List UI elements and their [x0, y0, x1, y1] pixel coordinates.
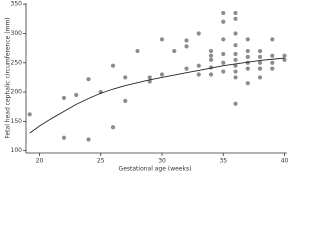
y-tick-label: 250	[11, 59, 23, 66]
point	[208, 53, 214, 58]
point	[196, 63, 201, 68]
point	[110, 63, 116, 68]
y-tick-label: 350	[11, 1, 23, 8]
point	[233, 69, 238, 74]
point	[270, 53, 275, 58]
point	[257, 60, 263, 65]
x-tick-label: 25	[97, 158, 105, 165]
point	[245, 37, 250, 42]
y-tick-label: 150	[11, 118, 23, 125]
chart: Gestational age (weeks) Fetal head cepha…	[5, 1, 289, 173]
point	[221, 10, 226, 16]
point	[282, 57, 287, 62]
point	[233, 31, 238, 36]
fit-line	[29, 57, 285, 134]
point	[74, 92, 79, 98]
point	[221, 69, 226, 74]
point	[233, 10, 238, 16]
point	[184, 38, 189, 43]
point	[245, 81, 250, 86]
point	[135, 48, 140, 54]
point	[270, 37, 275, 42]
point	[208, 57, 214, 62]
point	[123, 75, 128, 80]
point	[196, 72, 201, 77]
x-tick-label: 20	[36, 158, 44, 165]
point	[172, 48, 177, 54]
point	[208, 72, 214, 77]
point	[233, 16, 238, 21]
y-tick-label: 200	[11, 89, 23, 96]
point	[27, 112, 32, 117]
point	[233, 57, 238, 62]
point	[123, 98, 128, 103]
point	[257, 75, 263, 80]
point	[221, 19, 226, 24]
point	[61, 135, 67, 140]
point	[86, 137, 91, 142]
point	[221, 60, 226, 65]
point	[233, 63, 238, 68]
point	[233, 75, 238, 80]
point	[110, 125, 116, 130]
point	[233, 101, 238, 106]
point	[221, 51, 226, 57]
point	[147, 75, 152, 80]
y-axis-label: Fetal head cephalic circumference (mm)	[5, 17, 12, 138]
point	[61, 95, 67, 101]
x-tick-label: 40	[281, 158, 288, 165]
point	[159, 37, 165, 42]
point	[184, 66, 189, 71]
point	[257, 54, 263, 60]
point	[233, 43, 238, 48]
point	[184, 44, 189, 49]
point	[208, 48, 214, 54]
point	[196, 31, 201, 36]
x-tick-label: 35	[219, 158, 227, 165]
y-tick-label: 100	[11, 147, 23, 154]
x-axis-label: Gestational age (weeks)	[119, 166, 192, 173]
point	[245, 54, 250, 60]
point	[282, 53, 287, 58]
point	[270, 66, 275, 71]
point	[257, 48, 263, 54]
point	[257, 66, 263, 71]
point	[86, 77, 91, 82]
point	[245, 66, 250, 71]
point	[270, 60, 275, 65]
point	[245, 48, 250, 54]
point	[221, 37, 226, 42]
y-tick-label: 300	[11, 30, 23, 37]
point	[159, 72, 165, 77]
point	[233, 51, 238, 57]
x-tick-label: 30	[158, 158, 166, 165]
